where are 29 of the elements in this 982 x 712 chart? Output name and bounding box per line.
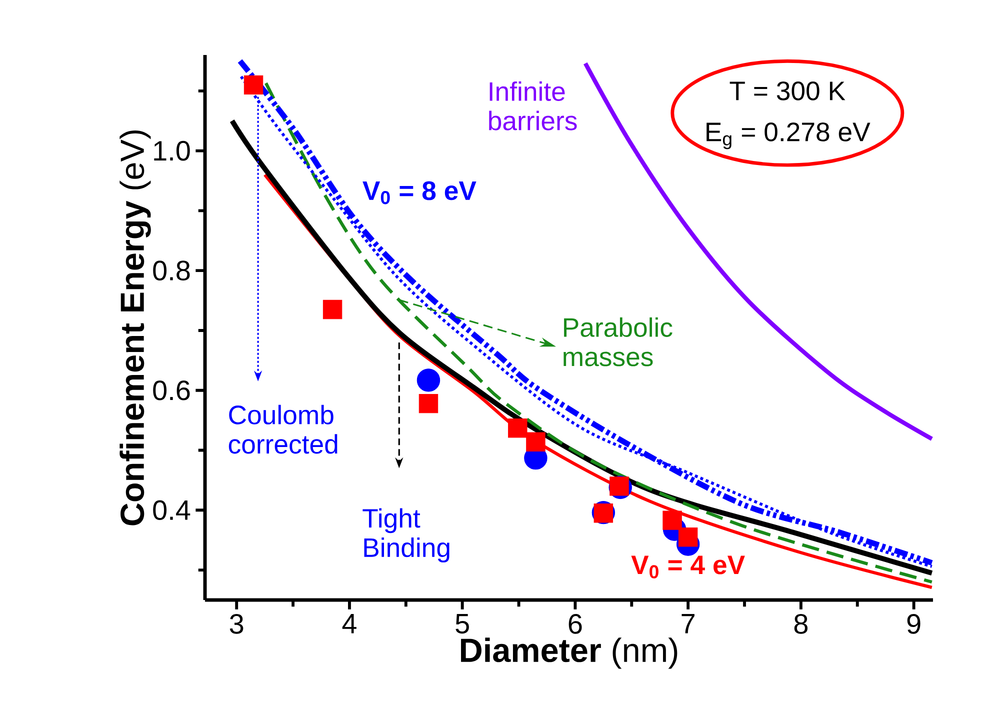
annotation: E$_{g}$ = 0.278 eV	[706, 122, 870, 150]
y-tick-label: 0.8	[153, 260, 190, 280]
point	[416, 368, 440, 392]
annotation: T = 300 K	[730, 81, 846, 100]
point	[418, 394, 438, 414]
annotation: Coulomb corrected	[228, 404, 338, 454]
x-tick-label: 8	[794, 614, 808, 634]
x-tick-label: 9	[907, 614, 920, 634]
x-tick-label: 5	[456, 614, 469, 634]
series-label: Infinite barriers	[489, 81, 577, 130]
point	[662, 510, 682, 530]
x-tick-label: 6	[568, 614, 582, 634]
y-tick-label: 1.0	[154, 140, 190, 161]
annotation: Tight Binding	[362, 508, 450, 562]
x-tick-label: 4	[342, 614, 356, 634]
series-label: V$_{0}$ = 8 eV	[362, 181, 476, 204]
y-tick-label: 0.6	[153, 380, 190, 400]
x-axis-title: Diameter (nm)	[461, 638, 678, 669]
x-tick-label: 3	[230, 614, 244, 634]
point	[508, 418, 528, 438]
point	[526, 432, 546, 452]
legend-label: Parabolic masses	[564, 317, 672, 366]
point	[322, 300, 342, 320]
y-axis-title: Confinement Energy (eV)	[120, 130, 151, 526]
point	[678, 527, 698, 547]
point	[244, 75, 264, 95]
y-tick-label: 0.4	[153, 500, 190, 520]
x-tick-label: 7	[682, 614, 694, 634]
series-label: V$_{0}$ = 4 eV	[631, 556, 745, 578]
